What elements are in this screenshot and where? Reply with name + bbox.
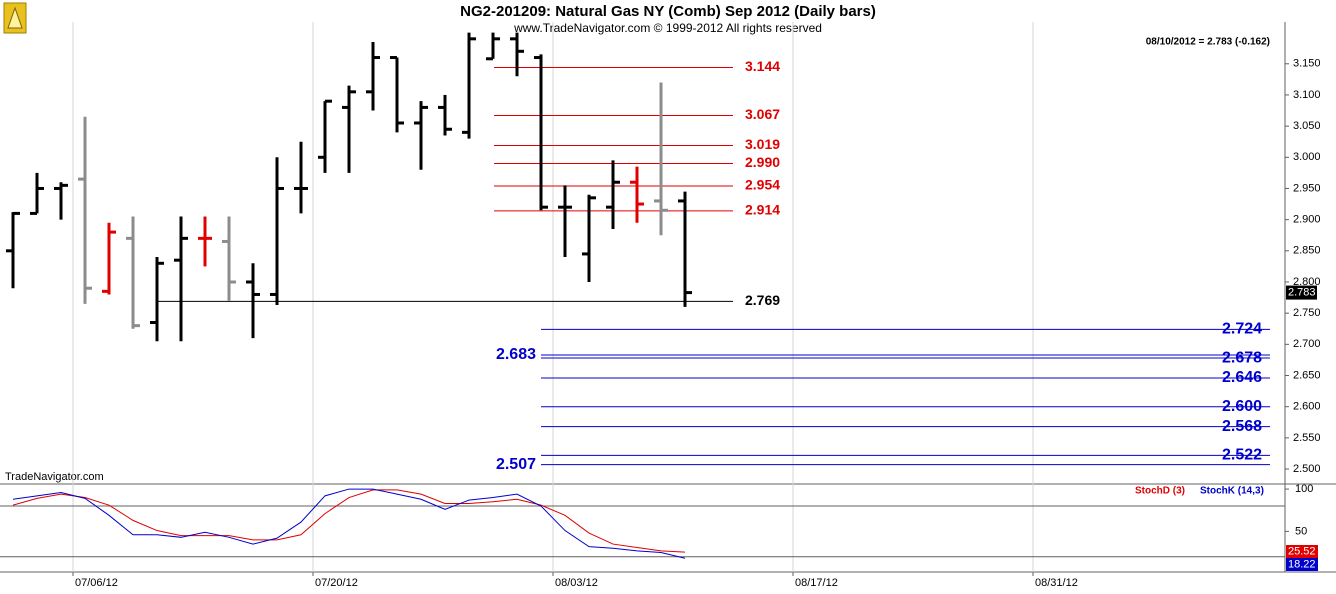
level-label: 2.769: [745, 292, 780, 308]
legend-label: StochK (14,3): [1200, 486, 1264, 497]
level-label: 2.990: [745, 154, 780, 170]
level-label: 2.954: [745, 177, 780, 193]
y-tick-label: 2.900: [1293, 214, 1321, 226]
level-label: 3.067: [745, 106, 780, 122]
x-tick-label: 07/20/12: [315, 577, 358, 589]
value-marker: [1286, 558, 1318, 571]
y-tick-label: 3.000: [1293, 151, 1321, 163]
price-marker-label: 2.783: [1288, 286, 1316, 298]
level-label: 2.568: [1222, 418, 1262, 435]
level-label: 2.914: [745, 202, 780, 218]
y-tick-label: 2.650: [1293, 369, 1321, 381]
y-tick-label: 50: [1295, 525, 1307, 537]
y-tick-label: 3.150: [1293, 58, 1321, 70]
chart-title: NG2-201209: Natural Gas NY (Comb) Sep 20…: [460, 3, 876, 20]
y-tick-label: 100: [1295, 483, 1313, 495]
level-label: 2.600: [1222, 398, 1262, 415]
y-tick-label: 2.750: [1293, 307, 1321, 319]
level-label: 3.144: [745, 58, 780, 74]
y-tick-label: 2.950: [1293, 182, 1321, 194]
y-tick-label: 3.050: [1293, 120, 1321, 132]
level-label: 2.646: [1222, 369, 1262, 386]
level-label: 3.019: [745, 136, 780, 152]
chart-subtitle: www.TradeNavigator.com © 1999-2012 All r…: [513, 21, 822, 35]
y-tick-label: 2.550: [1293, 432, 1321, 444]
source: TradeNavigator.com: [5, 471, 104, 483]
logo: [3, 2, 27, 34]
level-label: 2.522: [1222, 447, 1262, 464]
y-tick-label: 2.700: [1293, 338, 1321, 350]
indicator-line: [12, 489, 686, 553]
value-marker-label: 25.52: [1288, 545, 1316, 557]
y-tick-label: 2.500: [1293, 463, 1321, 475]
value-marker-label: 18.22: [1288, 558, 1316, 570]
y-tick-label: 2.600: [1293, 401, 1321, 413]
value-marker: [1286, 545, 1318, 558]
x-tick-label: 07/06/12: [75, 577, 118, 589]
level-label: 2.678: [1222, 349, 1262, 366]
y-tick-label: 3.100: [1293, 89, 1321, 101]
x-tick-label: 08/17/12: [795, 577, 838, 589]
x-tick-label: 08/31/12: [1035, 577, 1078, 589]
legend-label: StochD (3): [1135, 486, 1185, 497]
level-label: 2.507: [496, 456, 536, 473]
y-tick-label: 2.850: [1293, 245, 1321, 257]
y-tick-label: 2.800: [1293, 276, 1321, 288]
price-marker: [1286, 285, 1317, 300]
indicator-line: [12, 488, 686, 559]
annotation: 08/10/2012 = 2.783 (-0.162): [1146, 37, 1270, 48]
x-tick-label: 08/03/12: [555, 577, 598, 589]
level-label: 2.683: [496, 346, 536, 363]
level-label: 2.724: [1222, 321, 1262, 338]
